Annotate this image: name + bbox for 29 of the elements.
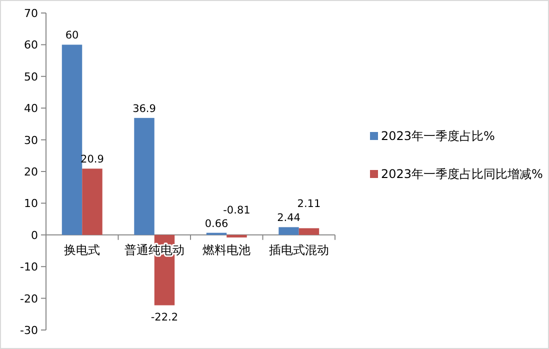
data-label: -0.81 — [223, 204, 250, 216]
legend-label: 2023年一季度占比同比增减% — [381, 167, 543, 181]
y-tick-label: 20 — [24, 166, 38, 178]
x-tick-label: 换电式 — [64, 242, 100, 257]
data-label: 2.11 — [297, 198, 321, 210]
bar — [298, 228, 320, 235]
bar — [134, 118, 154, 235]
y-tick-label: -10 — [20, 260, 38, 274]
x-tick-label: 燃料电池 — [202, 242, 251, 257]
data-label: 60 — [65, 30, 79, 42]
bar — [278, 227, 299, 235]
y-tick-label: 60 — [24, 38, 38, 52]
y-tick-label: 50 — [24, 70, 38, 84]
y-tick-label: -20 — [20, 292, 38, 306]
data-label: 36.9 — [132, 102, 156, 115]
bar — [226, 234, 247, 238]
y-tick-label: 10 — [24, 197, 38, 210]
y-tick-label: 70 — [24, 7, 38, 20]
y-tick-label: 40 — [24, 102, 38, 116]
legend-label: 2023年一季度占比% — [381, 129, 495, 143]
x-tick-label: 插电式混动 — [268, 242, 329, 257]
bar — [82, 168, 102, 235]
y-tick-label: 30 — [24, 134, 38, 147]
y-tick-label: -30 — [20, 324, 38, 337]
data-label: 0.66 — [204, 218, 229, 230]
data-label: -22.2 — [150, 311, 178, 324]
data-label: 2.44 — [277, 212, 301, 224]
bar — [62, 44, 82, 235]
y-tick-label: 0 — [31, 228, 38, 242]
